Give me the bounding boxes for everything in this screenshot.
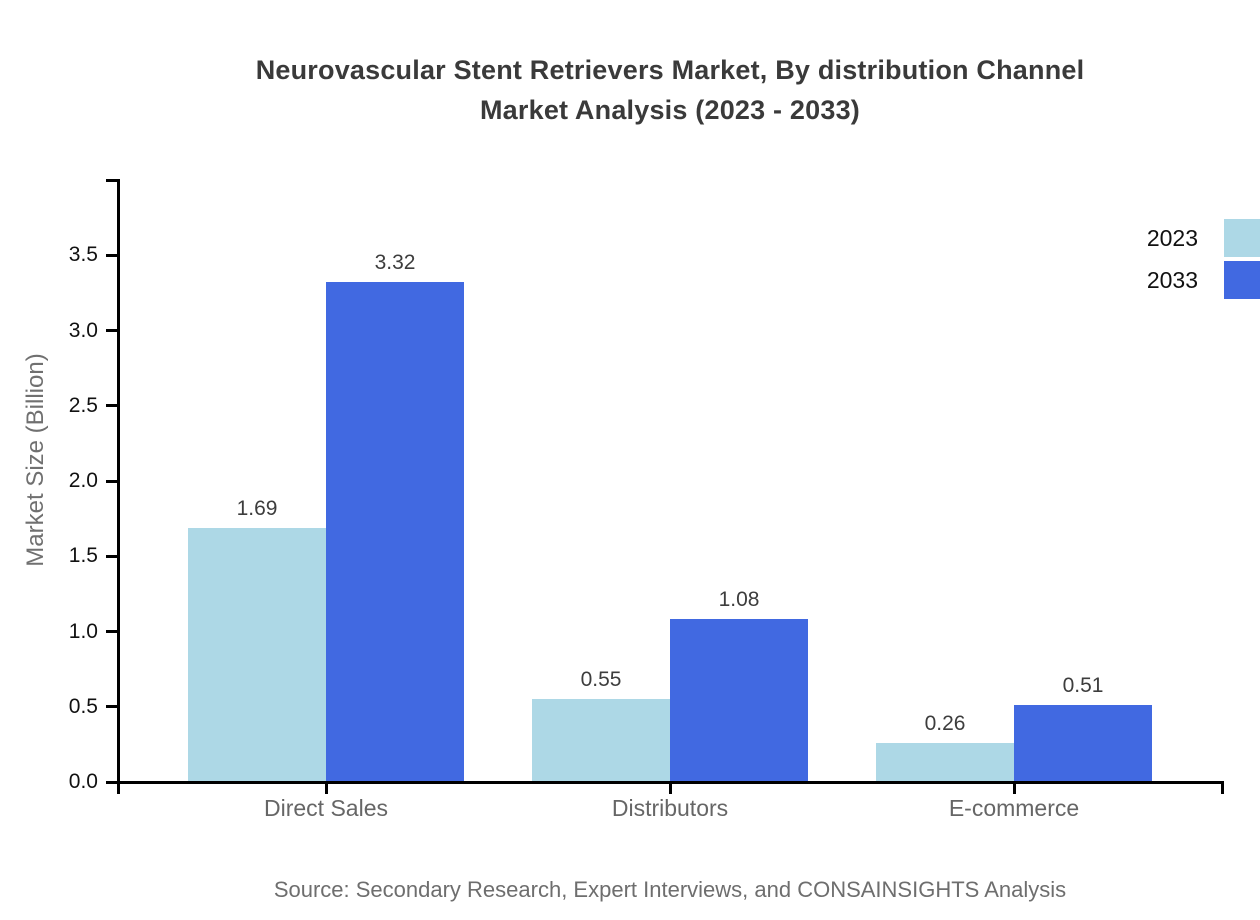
x-tick-mark — [324, 783, 328, 794]
x-axis-spine — [116, 780, 1224, 784]
chart-title: Neurovascular Stent Retrievers Market, B… — [118, 50, 1222, 130]
x-tick-mark — [668, 783, 672, 794]
bar-2023-e-commerce — [876, 742, 1014, 782]
y-tick-label: 3.0 — [68, 318, 98, 342]
x-tick-mark — [116, 783, 120, 794]
x-category-label: E-commerce — [948, 795, 1080, 821]
y-tick-mark — [106, 253, 117, 257]
x-tick-mark — [1012, 783, 1016, 794]
y-tick-label: 2.5 — [68, 393, 98, 417]
y-axis-end-tick-mark — [106, 178, 117, 182]
bar-2033-direct-sales — [326, 282, 464, 782]
y-tick-label: 1.0 — [68, 619, 98, 643]
y-tick-mark — [106, 329, 117, 332]
bar-value-label: 3.32 — [374, 251, 416, 275]
chart-title-line-1: Neurovascular Stent Retrievers Market, B… — [255, 55, 1085, 85]
bar-2023-direct-sales — [188, 527, 326, 782]
bar-value-label: 1.08 — [718, 588, 760, 612]
y-tick-label: 3.5 — [68, 243, 98, 267]
y-tick-mark — [106, 404, 117, 408]
y-tick-mark — [106, 554, 117, 558]
chart-title-line-2: Market Analysis (2023 - 2033) — [479, 95, 860, 125]
y-tick-mark — [106, 479, 117, 483]
y-tick-label: 2.0 — [68, 469, 98, 492]
bar-value-label: 1.69 — [236, 496, 278, 520]
source-note: Source: Secondary Research, Expert Inter… — [273, 877, 1067, 902]
x-category-label: Direct Sales — [264, 795, 388, 821]
bar-value-label: 0.51 — [1062, 674, 1104, 698]
bar-2033-distributors — [670, 619, 808, 782]
x-category-label: Distributors — [611, 795, 729, 821]
bar-value-label: 0.55 — [580, 668, 622, 692]
x-tick-mark — [1220, 783, 1224, 794]
bar-value-label: 0.26 — [924, 711, 966, 735]
y-tick-mark — [106, 705, 117, 709]
y-tick-label: 1.5 — [68, 544, 98, 568]
bar-2023-distributors — [532, 699, 670, 782]
bar-2033-e-commerce — [1014, 705, 1152, 782]
y-axis-spine — [116, 178, 120, 784]
y-tick-mark — [106, 630, 117, 633]
y-tick-mark — [106, 780, 117, 784]
y-tick-label: 0.0 — [68, 770, 98, 793]
y-tick-label: 0.5 — [68, 694, 98, 718]
